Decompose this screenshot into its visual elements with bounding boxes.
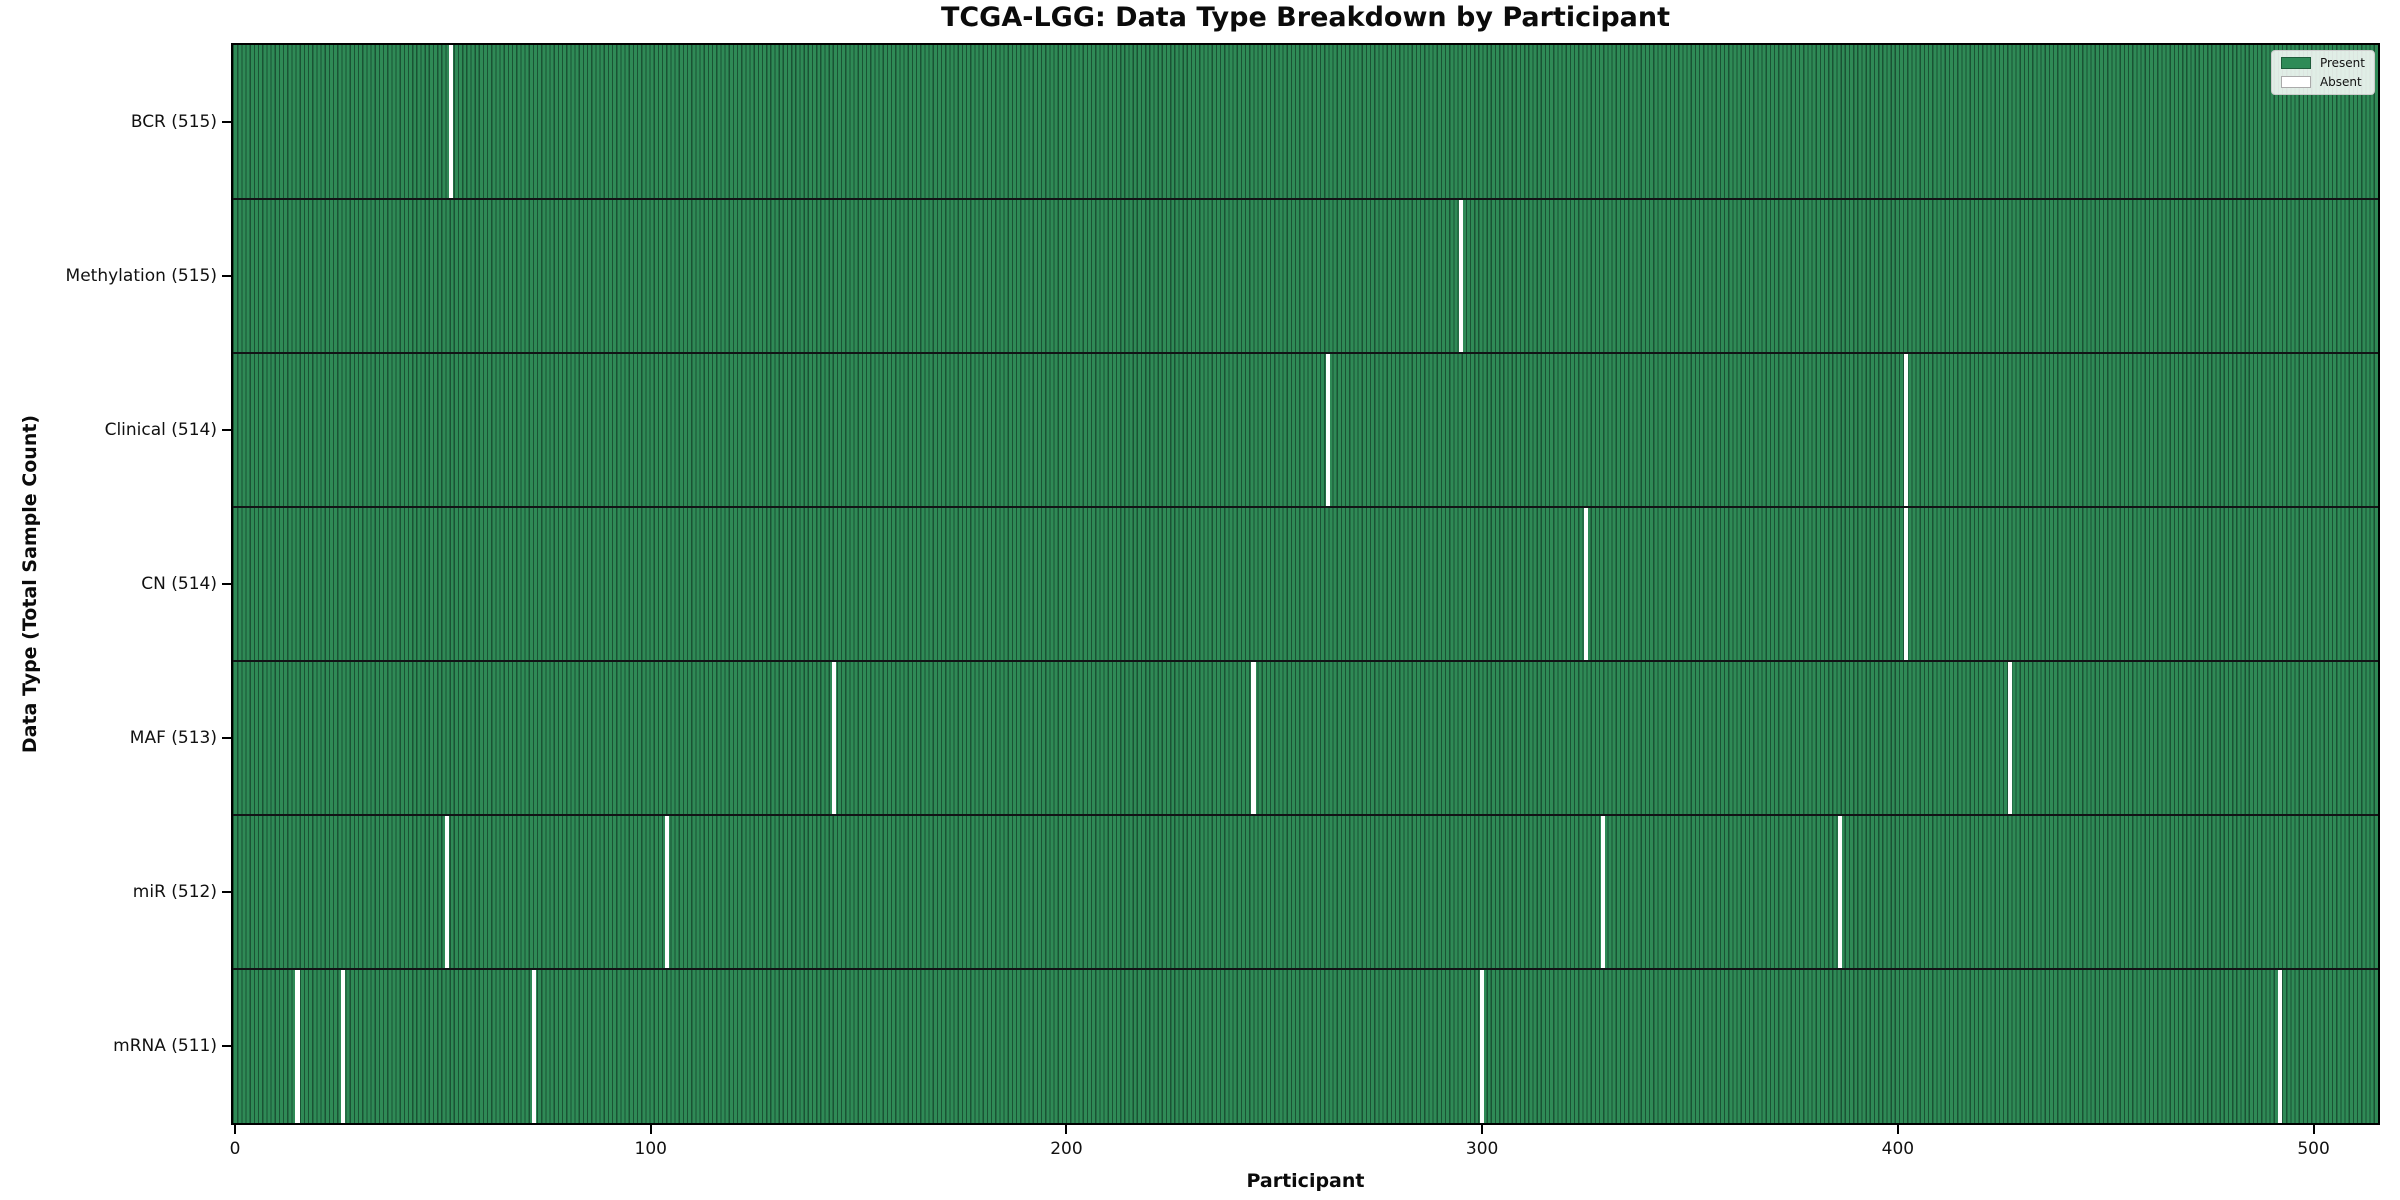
legend-absent-label: Absent [2319, 75, 2362, 89]
y-axis-label: Data Type (Total Sample Count) [19, 414, 41, 754]
row-separator [233, 968, 2378, 970]
x-tick-mark [1065, 1125, 1068, 1134]
absent-gap [1837, 815, 1842, 969]
y-tick-label-bcr: BCR (515) [130, 112, 217, 132]
x-axis-label: Participant [1246, 1170, 1365, 1192]
row-methylation [233, 199, 2378, 353]
y-tick-label-clinical: Clinical (514) [104, 420, 217, 440]
absent-gap [1904, 507, 1909, 661]
row-cn [233, 507, 2378, 661]
row-separator [233, 814, 2378, 816]
y-tick-label-mrna: mRNA (511) [113, 1036, 217, 1056]
present-swatch-icon [2280, 57, 2311, 69]
absent-gap [341, 969, 346, 1123]
legend-item-present: Present [2280, 56, 2365, 70]
absent-gap [1600, 815, 1605, 969]
row-mrna [233, 969, 2378, 1123]
absent-gap [1459, 199, 1464, 353]
legend-item-absent: Absent [2280, 75, 2365, 89]
chart-title: TCGA-LGG: Data Type Breakdown by Partici… [940, 2, 1671, 33]
y-tick-mark [222, 121, 231, 123]
absent-gap [449, 45, 454, 199]
x-tick-label-400: 400 [1881, 1139, 1915, 1159]
absent-gap [1584, 507, 1589, 661]
y-tick-mark [222, 737, 231, 739]
absent-gap [2278, 969, 2283, 1123]
legend-present-label: Present [2319, 56, 2365, 70]
x-tick-mark [1481, 1125, 1484, 1134]
row-separator [233, 659, 2378, 662]
row-separator [233, 506, 2378, 508]
absent-gap [295, 969, 300, 1123]
absent-gap [2008, 661, 2013, 815]
y-tick-mark [222, 429, 231, 431]
x-tick-mark [1896, 1125, 1899, 1134]
y-tick-label-methylation: Methylation (515) [65, 266, 217, 286]
absent-gap [665, 815, 670, 969]
x-tick-label-200: 200 [1050, 1139, 1083, 1159]
x-tick-label-300: 300 [1465, 1139, 1499, 1159]
y-tick-label-mir: miR (512) [132, 882, 217, 902]
absent-gap [831, 661, 836, 815]
x-tick-label-500: 500 [2297, 1139, 2330, 1159]
y-tick-mark [222, 275, 231, 277]
row-bcr [233, 45, 2378, 199]
legend: Present Absent [2270, 50, 2375, 95]
y-tick-mark [222, 891, 231, 893]
x-tick-label-0: 0 [229, 1139, 241, 1159]
plot-area: Present Absent BCR (515) Methylation (515… [66, 43, 2380, 1159]
absent-swatch-icon [2280, 76, 2311, 88]
absent-gap [1480, 969, 1485, 1123]
absent-gap [532, 969, 537, 1123]
row-separator [233, 197, 2378, 200]
x-tick-label-100: 100 [634, 1139, 667, 1159]
x-tick-mark [2312, 1125, 2315, 1134]
row-separator [233, 351, 2378, 354]
y-tick-label-maf: MAF (513) [129, 728, 217, 748]
y-tick-mark [222, 583, 231, 585]
x-tick-mark [649, 1125, 652, 1134]
row-clinical [233, 353, 2378, 507]
absent-gap [1904, 353, 1909, 507]
x-tick-mark [234, 1125, 237, 1134]
absent-gap [445, 815, 450, 969]
y-tick-label-cn: CN (514) [141, 574, 217, 594]
absent-gap [1251, 661, 1256, 815]
absent-gap [1326, 353, 1331, 507]
row-maf [233, 661, 2378, 815]
y-tick-mark [222, 1045, 231, 1047]
row-mir [233, 815, 2378, 969]
